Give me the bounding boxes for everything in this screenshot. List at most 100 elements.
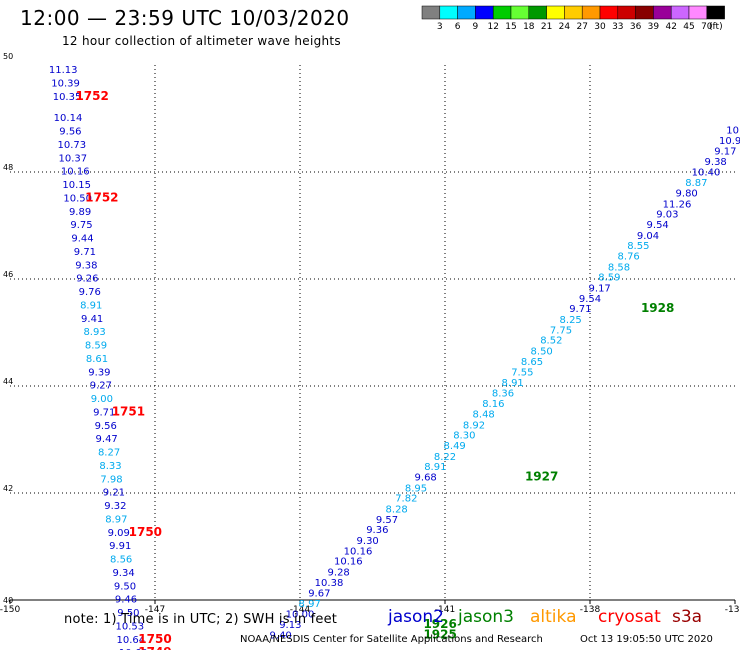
wave-height-label: 8.30 — [453, 430, 475, 441]
wave-height-label: 9.67 — [308, 588, 330, 599]
wave-height-label: 7.98 — [100, 474, 122, 485]
wave-height-label: 9.38 — [75, 260, 97, 271]
colorbar-label: 42 — [665, 22, 676, 32]
wave-height-label: 9.04 — [637, 231, 659, 242]
wave-height-label: 9.34 — [112, 568, 134, 579]
wave-height-label: 8.52 — [540, 336, 562, 347]
colorbar-label: 18 — [523, 22, 535, 32]
footer-note: note: 1) Time is in UTC; 2) SWH is in fe… — [64, 612, 338, 627]
wave-height-label: 9.75 — [70, 220, 92, 231]
time-label: 1925 — [423, 628, 456, 642]
axes: -150 -147 -144 -141 -138 -135 40 42 44 46 48 50 — [0, 52, 740, 615]
wave-height-label: 8.92 — [463, 420, 485, 431]
wave-height-label: 10.16 — [334, 557, 363, 568]
wave-height-label: 9.56 — [59, 127, 81, 138]
wave-height-label: 9.57 — [376, 515, 398, 526]
data-marks: 11.1310.3910.3510.149.5610.7310.3710.161… — [49, 65, 740, 650]
colorbar-swatch — [457, 5, 476, 20]
wave-height-label: 9.71 — [74, 247, 96, 258]
wave-height-label: 10.37 — [59, 153, 88, 164]
colorbar-swatch — [492, 5, 512, 20]
wave-height-label: 9.38 — [705, 157, 727, 168]
wave-height-label: 9.09 — [108, 528, 130, 539]
wave-height-label: 10.53 — [116, 621, 145, 632]
colorbar-label: 33 — [612, 22, 623, 32]
wave-height-label: 11.13 — [49, 65, 78, 76]
wave-height-label: 8.97 — [299, 599, 321, 610]
wave-height-label: 8.91 — [80, 300, 102, 311]
wave-height-label: 9.13 — [279, 620, 301, 631]
wave-height-label: 10.15 — [62, 180, 91, 191]
wave-height-label: 8.93 — [83, 327, 105, 338]
wave-height-label: 9.39 — [88, 367, 110, 378]
wave-height-label: 9.40 — [270, 631, 292, 642]
wave-height-label: 10.39 — [51, 78, 80, 89]
wave-height-label: 10.14 — [54, 113, 83, 124]
wave-height-label: 10.16 — [344, 547, 373, 558]
legend-cryosat: cryosat — [598, 607, 661, 627]
colorbar-label: 36 — [630, 22, 642, 32]
wave-height-label: 8.97 — [105, 514, 127, 525]
grid — [10, 65, 735, 600]
wave-height-label: 8.22 — [434, 452, 456, 463]
wave-height-label: 9.03 — [656, 209, 678, 220]
wave-height-label: 8.27 — [98, 448, 120, 459]
time-label: 1927 — [525, 470, 558, 484]
wave-height-label: 7.82 — [395, 494, 417, 505]
wave-height-label: 9.50 — [117, 608, 139, 619]
wave-height-label: 9.68 — [415, 473, 437, 484]
footer-timestamp: Oct 13 19:05:50 UTC 2020 — [580, 634, 713, 645]
wave-height-label: 8.91 — [502, 378, 524, 389]
footer-credit: NOAA/NESDIS Center for Satellite Applica… — [240, 634, 543, 645]
wave-height-label: 9.32 — [104, 501, 126, 512]
colorbar-swatch — [439, 5, 458, 20]
wave-height-label: 7.55 — [511, 367, 533, 378]
wave-height-label: 9.50 — [114, 581, 136, 592]
wave-height-label: 8.50 — [531, 346, 553, 357]
wave-height-label: 10.9 — [719, 136, 740, 147]
colorbar-swatch — [653, 5, 672, 20]
colorbar-swatch — [599, 5, 619, 20]
wave-height-label: 8.25 — [560, 315, 582, 326]
wave-height-label: 10.64 — [117, 635, 146, 646]
wave-height-label: 8.56 — [110, 555, 132, 566]
wave-height-label: 8.48 — [473, 410, 495, 421]
colorbar: 3 6 9 12 15 18 21 24 27 30 33 36 39 42 45 70(ft) — [421, 5, 725, 32]
colorbar-label: 39 — [648, 22, 660, 32]
colorbar-swatch — [635, 5, 654, 20]
wave-height-label: 9.36 — [366, 525, 388, 536]
wave-height-label: 8.65 — [521, 357, 543, 368]
chart-title: 12:00 — 23:59 UTC 10/03/2020 — [20, 6, 350, 30]
time-label: 1752 — [85, 190, 118, 204]
time-label: 1926 — [423, 617, 456, 631]
wave-height-label: 8.58 — [608, 262, 630, 273]
colorbar-label: 6 — [455, 22, 461, 32]
wave-height-label: 8.49 — [444, 441, 466, 452]
wave-height-label: 9.00 — [91, 394, 113, 405]
wave-height-label: 9.54 — [579, 294, 601, 305]
wave-height-label: 9.76 — [79, 287, 101, 298]
wave-height-label: 10.73 — [58, 140, 87, 151]
colorbar-label: 30 — [594, 22, 606, 32]
colorbar-swatch — [564, 5, 583, 20]
x-tick-label: -147 — [145, 605, 165, 615]
colorbar-unit: (ft) — [709, 22, 723, 32]
wave-height-label: 11.26 — [663, 199, 692, 210]
colorbar-swatch — [510, 5, 530, 20]
colorbar-swatch — [581, 5, 601, 20]
colorbar-label: 24 — [559, 22, 571, 32]
time-label: 1750 — [129, 525, 162, 539]
colorbar-swatch — [706, 5, 725, 20]
time-label: 1750 — [138, 632, 171, 646]
wave-height-label: 8.16 — [482, 399, 504, 410]
x-tick-label: -150 — [0, 605, 20, 615]
legend-jason2: jason2 — [388, 607, 444, 627]
wave-height-label: 9.27 — [90, 381, 112, 392]
wave-height-label: 8.33 — [99, 461, 121, 472]
y-tick-label: 44 — [3, 377, 13, 386]
colorbar-swatch — [688, 5, 708, 20]
colorbar-label: 9 — [473, 22, 479, 32]
time-label: 1752 — [75, 89, 108, 103]
wave-height-label: 9.91 — [109, 541, 131, 552]
